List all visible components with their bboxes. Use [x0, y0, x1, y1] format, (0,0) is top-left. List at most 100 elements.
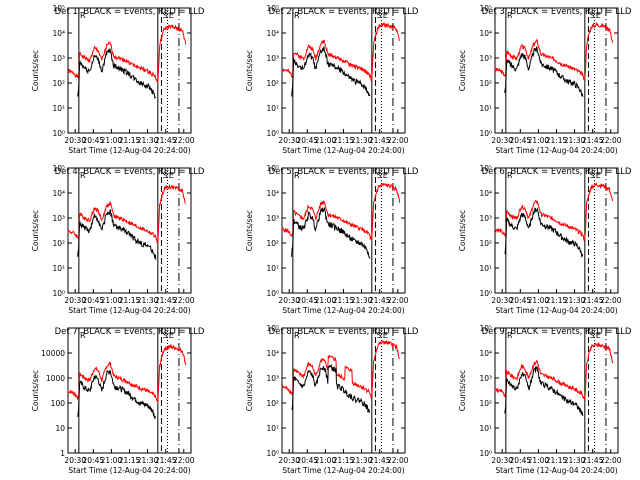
y-tick-label: 10²: [479, 239, 492, 248]
x-tick-label: 21:45: [582, 296, 604, 305]
x-axis-label: Start Time (12-Aug-04 20:24:00): [282, 466, 404, 475]
x-tick-label: 20:45: [297, 296, 319, 305]
marker-letter-e: E: [596, 331, 601, 340]
x-tick-label: 20:45: [510, 296, 532, 305]
x-tick-label: 21:00: [528, 136, 550, 145]
series-events: [77, 369, 157, 419]
x-tick-label: 21:15: [119, 136, 141, 145]
y-tick-label: 10²: [266, 399, 279, 408]
marker-letter-r: R: [80, 331, 86, 340]
marker-letter-e: E: [169, 11, 174, 20]
y-tick-label: 10⁰: [479, 449, 492, 458]
panel-title: Det 1: BLACK = Events, RED = LLD: [55, 7, 205, 17]
series-events: [77, 48, 157, 99]
x-tick-label: 20:30: [64, 456, 86, 465]
x-tick-label: 21:15: [333, 296, 355, 305]
panel-det-2: Det 2: BLACK = Events, RED = LLD10⁰10¹10…: [245, 4, 419, 155]
y-tick-label: 10¹: [52, 264, 65, 273]
y-tick-label: 10: [55, 424, 65, 433]
y-tick-label: 10⁵: [52, 164, 65, 173]
panel-title: Det 5: BLACK = Events, RED = LLD: [269, 167, 419, 177]
panel-title: Det 6: BLACK = Events, RED = LLD: [482, 167, 632, 177]
y-axis-label: Counts/sec: [458, 210, 467, 251]
y-tick-label: 10¹: [266, 264, 279, 273]
y-tick-label: 10⁵: [479, 4, 492, 13]
y-tick-label: 10⁰: [52, 289, 65, 298]
y-tick-label: 10⁰: [479, 289, 492, 298]
x-tick-label: 21:45: [369, 456, 391, 465]
y-tick-label: 10⁵: [52, 4, 65, 13]
x-tick-label: 22:00: [600, 296, 622, 305]
panel-title: Det 7: BLACK = Events, RED = LLD: [55, 327, 205, 337]
y-tick-label: 10²: [479, 79, 492, 88]
marker-letter-s: S: [163, 171, 168, 180]
marker-letter-e: E: [596, 11, 601, 20]
y-tick-label: 10³: [479, 374, 492, 383]
y-tick-label: 10⁴: [479, 349, 492, 358]
series-lld: [494, 341, 614, 400]
x-axis-label: Start Time (12-Aug-04 20:24:00): [68, 466, 190, 475]
series-lld: [494, 182, 614, 242]
marker-letter-s: S: [377, 331, 382, 340]
x-tick-label: 20:30: [491, 456, 513, 465]
x-tick-label: 21:30: [351, 456, 373, 465]
x-axis-label: Start Time (12-Aug-04 20:24:00): [495, 146, 617, 155]
x-tick-label: 21:45: [582, 456, 604, 465]
x-tick-label: 21:45: [369, 296, 391, 305]
y-tick-label: 10³: [479, 214, 492, 223]
y-tick-label: 10²: [479, 399, 492, 408]
x-axis-label: Start Time (12-Aug-04 20:24:00): [495, 466, 617, 475]
x-axis-label: Start Time (12-Aug-04 20:24:00): [282, 306, 404, 315]
y-axis-label: Counts/sec: [245, 210, 254, 251]
x-tick-label: 20:30: [64, 136, 86, 145]
marker-letter-s: S: [590, 171, 595, 180]
x-tick-label: 21:15: [333, 136, 355, 145]
x-tick-label: 21:00: [315, 456, 337, 465]
y-axis-label: Counts/sec: [458, 50, 467, 91]
x-tick-label: 22:00: [173, 296, 195, 305]
panel-det-4: Det 4: BLACK = Events, RED = LLD10⁰10¹10…: [31, 164, 205, 315]
panel-title: Det 3: BLACK = Events, RED = LLD: [482, 7, 632, 17]
marker-letter-e: E: [169, 171, 174, 180]
x-tick-label: 21:00: [315, 136, 337, 145]
series-lld: [67, 343, 187, 404]
x-tick-label: 20:30: [278, 456, 300, 465]
series-events: [504, 46, 584, 97]
marker-letter-e: E: [383, 331, 388, 340]
y-axis-label: Counts/sec: [31, 370, 40, 411]
marker-letter-e: E: [383, 171, 388, 180]
y-tick-label: 10²: [266, 79, 279, 88]
x-tick-label: 21:45: [369, 136, 391, 145]
y-tick-label: 10⁴: [479, 189, 492, 198]
x-tick-label: 21:30: [564, 136, 586, 145]
y-tick-label: 10⁰: [479, 129, 492, 138]
x-tick-label: 21:30: [351, 136, 373, 145]
y-tick-label: 10³: [266, 374, 279, 383]
y-tick-label: 10⁵: [266, 324, 279, 333]
plot-frame: [494, 327, 619, 454]
series-events: [504, 365, 584, 416]
x-axis-label: Start Time (12-Aug-04 20:24:00): [68, 146, 190, 155]
y-tick-label: 1000: [46, 374, 65, 383]
y-axis-label: Counts/sec: [458, 370, 467, 411]
y-tick-label: 10⁰: [266, 289, 279, 298]
marker-letter-r: R: [294, 11, 300, 20]
y-tick-label: 10²: [52, 239, 65, 248]
x-tick-label: 20:30: [278, 136, 300, 145]
y-tick-label: 10³: [266, 54, 279, 63]
x-tick-label: 22:00: [173, 136, 195, 145]
y-tick-label: 10³: [52, 214, 65, 223]
y-tick-label: 1: [60, 449, 65, 458]
x-tick-label: 20:45: [297, 136, 319, 145]
x-axis-label: Start Time (12-Aug-04 20:24:00): [495, 306, 617, 315]
marker-letter-r: R: [294, 331, 300, 340]
y-axis-label: Counts/sec: [245, 50, 254, 91]
plot-frame: [494, 167, 619, 294]
panel-det-1: Det 1: BLACK = Events, RED = LLD10⁰10¹10…: [31, 4, 205, 155]
x-tick-label: 21:45: [155, 296, 177, 305]
x-tick-label: 20:30: [491, 136, 513, 145]
panel-det-5: Det 5: BLACK = Events, RED = LLD10⁰10¹10…: [245, 164, 419, 315]
x-tick-label: 21:00: [315, 296, 337, 305]
x-tick-label: 21:30: [564, 296, 586, 305]
